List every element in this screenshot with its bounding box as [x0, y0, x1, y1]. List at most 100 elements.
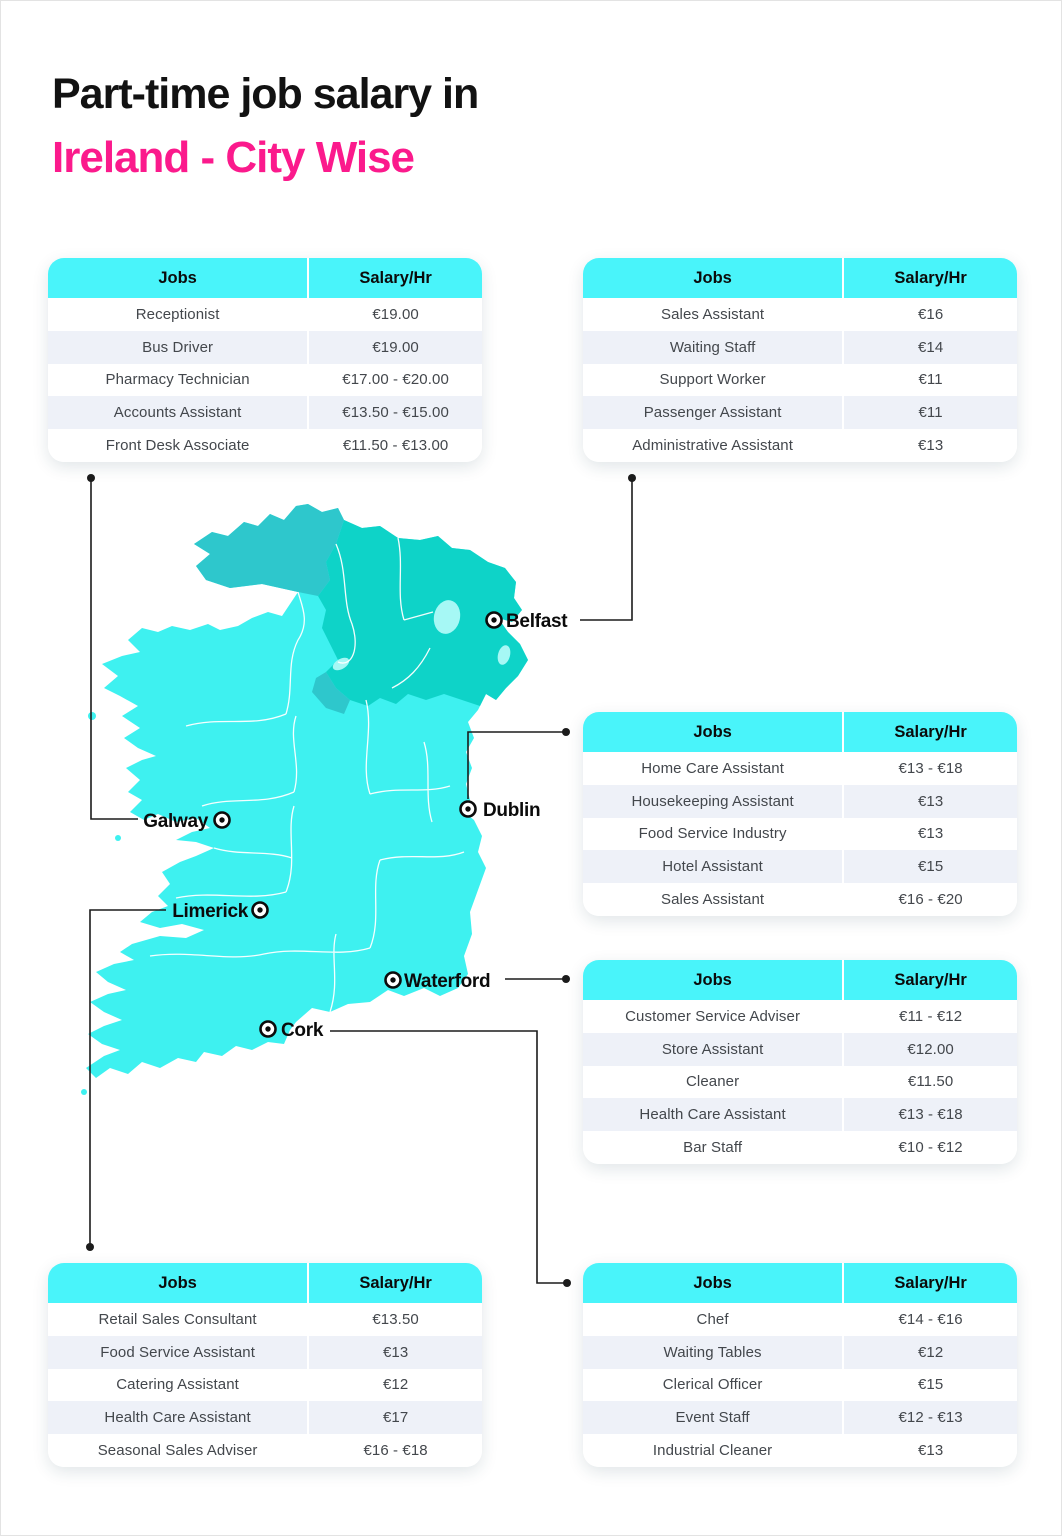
table-row: Housekeeping Assistant €13 — [583, 784, 1017, 818]
table-header: Jobs Salary/Hr — [48, 258, 482, 298]
salary-cell: €13 — [307, 1335, 482, 1369]
city-label-belfast: Belfast — [506, 611, 568, 632]
salary-table-galway: Jobs Salary/Hr Receptionist €19.00 Bus Dr… — [48, 258, 482, 462]
salary-cell: €16 - €20 — [842, 883, 1017, 916]
city-marker-belfast — [485, 611, 503, 629]
table-row: Hotel Assistant €15 — [583, 850, 1017, 884]
lough-erne — [332, 657, 350, 671]
table-header: Jobs Salary/Hr — [583, 1263, 1017, 1303]
table-row: Industrial Cleaner €13 — [583, 1434, 1017, 1467]
job-cell: Cleaner — [685, 1073, 740, 1091]
table-row: Home Care Assistant €13 - €18 — [583, 752, 1017, 785]
job-cell: Industrial Cleaner — [652, 1442, 773, 1460]
salary-cell: €11 — [842, 396, 1017, 430]
salary-cell: €11.50 - €13.00 — [307, 429, 482, 462]
connector-dublin — [467, 731, 566, 799]
salary-cell: €10 - €12 — [842, 1131, 1017, 1164]
job-cell: Food Service Assistant — [100, 1343, 255, 1361]
job-cell: Passenger Assistant — [643, 404, 782, 422]
table-row: Accounts Assistant €13.50 - €15.00 — [48, 396, 482, 430]
job-cell: Receptionist — [135, 305, 220, 323]
job-cell: Bar Staff — [683, 1139, 743, 1157]
salary-cell: €11 - €12 — [842, 1000, 1017, 1033]
salary-cell: €12.00 — [842, 1032, 1017, 1066]
salary-cell: €13 — [842, 429, 1017, 462]
salary-cell: €13.50 — [307, 1303, 482, 1336]
table-row: Chef €14 - €16 — [583, 1303, 1017, 1336]
connector-dot-waterford — [562, 975, 570, 983]
salary-cell: €13 — [842, 1434, 1017, 1467]
connector-limerick — [89, 909, 166, 1247]
table-header: Jobs Salary/Hr — [583, 258, 1017, 298]
salary-cell: €13 — [842, 784, 1017, 818]
connector-dot-limerick — [86, 1243, 94, 1251]
salary-cell: €12 — [307, 1368, 482, 1402]
city-label-waterford: Waterford — [404, 971, 490, 992]
salary-cell: €16 — [842, 298, 1017, 331]
city-label-cork: Cork — [281, 1020, 324, 1041]
page-title-line2: Ireland - City Wise — [52, 133, 415, 182]
city-marker-limerick — [251, 901, 269, 919]
table-row: Customer Service Adviser €11 - €12 — [583, 1000, 1017, 1033]
salary-header: Salary/Hr — [307, 258, 482, 298]
salary-header: Salary/Hr — [842, 258, 1017, 298]
salary-cell: €19.00 — [307, 298, 482, 331]
islet — [115, 835, 121, 841]
table-row: Event Staff €12 - €13 — [583, 1401, 1017, 1435]
table-row: Waiting Tables €12 — [583, 1335, 1017, 1369]
city-label-dublin: Dublin — [483, 800, 540, 821]
job-cell: Housekeeping Assistant — [631, 792, 794, 810]
city-marker-galway — [213, 811, 231, 829]
connector-dot-dublin — [562, 728, 570, 736]
salary-cell: €13 — [842, 817, 1017, 851]
job-cell: Home Care Assistant — [641, 759, 784, 777]
table-row: Pharmacy Technician €17.00 - €20.00 — [48, 363, 482, 397]
connector-belfast — [580, 478, 633, 621]
job-cell: Hotel Assistant — [662, 858, 763, 876]
salary-header: Salary/Hr — [842, 960, 1017, 1000]
region-donegal — [194, 504, 344, 596]
salary-cell: €15 — [842, 1368, 1017, 1402]
salary-cell: €16 - €18 — [307, 1434, 482, 1467]
table-row: Support Worker €11 — [583, 363, 1017, 397]
job-cell: Chef — [696, 1310, 729, 1328]
connector-dot-galway — [87, 474, 95, 482]
table-row: Sales Assistant €16 - €20 — [583, 883, 1017, 916]
city-marker-cork — [259, 1020, 277, 1038]
job-cell: Seasonal Sales Adviser — [97, 1442, 258, 1460]
job-cell: Food Service Industry — [638, 825, 787, 843]
connector-cork — [330, 1030, 567, 1284]
job-cell: Front Desk Associate — [105, 437, 250, 455]
table-row: Seasonal Sales Adviser €16 - €18 — [48, 1434, 482, 1467]
table-header: Jobs Salary/Hr — [583, 712, 1017, 752]
connector-dot-cork — [563, 1279, 571, 1287]
table-row: Retail Sales Consultant €13.50 — [48, 1303, 482, 1336]
table-row: Clerical Officer €15 — [583, 1368, 1017, 1402]
city-label-galway: Galway — [143, 811, 208, 832]
salary-header: Salary/Hr — [307, 1263, 482, 1303]
job-cell: Waiting Tables — [663, 1343, 762, 1361]
jobs-header: Jobs — [693, 268, 732, 287]
salary-header: Salary/Hr — [842, 1263, 1017, 1303]
table-row: Food Service Industry €13 — [583, 817, 1017, 851]
job-cell: Catering Assistant — [116, 1376, 239, 1394]
salary-cell: €19.00 — [307, 330, 482, 364]
job-cell: Waiting Staff — [669, 338, 756, 356]
job-cell: Event Staff — [675, 1409, 750, 1427]
table-row: Health Care Assistant €17 — [48, 1401, 482, 1435]
salary-cell: €14 — [842, 330, 1017, 364]
table-row: Administrative Assistant €13 — [583, 429, 1017, 462]
table-row: Food Service Assistant €13 — [48, 1335, 482, 1369]
table-row: Sales Assistant €16 — [583, 298, 1017, 331]
city-marker-waterford — [384, 971, 402, 989]
page-title: Part-time job salary in Ireland - City W… — [52, 62, 479, 190]
islet — [88, 712, 96, 720]
connector-dot-belfast — [628, 474, 636, 482]
salary-table-cork: Jobs Salary/Hr Chef €14 - €16 Waiting Tab… — [583, 1263, 1017, 1467]
salary-cell: €12 — [842, 1335, 1017, 1369]
salary-cell: €13 - €18 — [842, 752, 1017, 785]
lough-neagh — [433, 600, 461, 634]
job-cell: Store Assistant — [661, 1040, 764, 1058]
